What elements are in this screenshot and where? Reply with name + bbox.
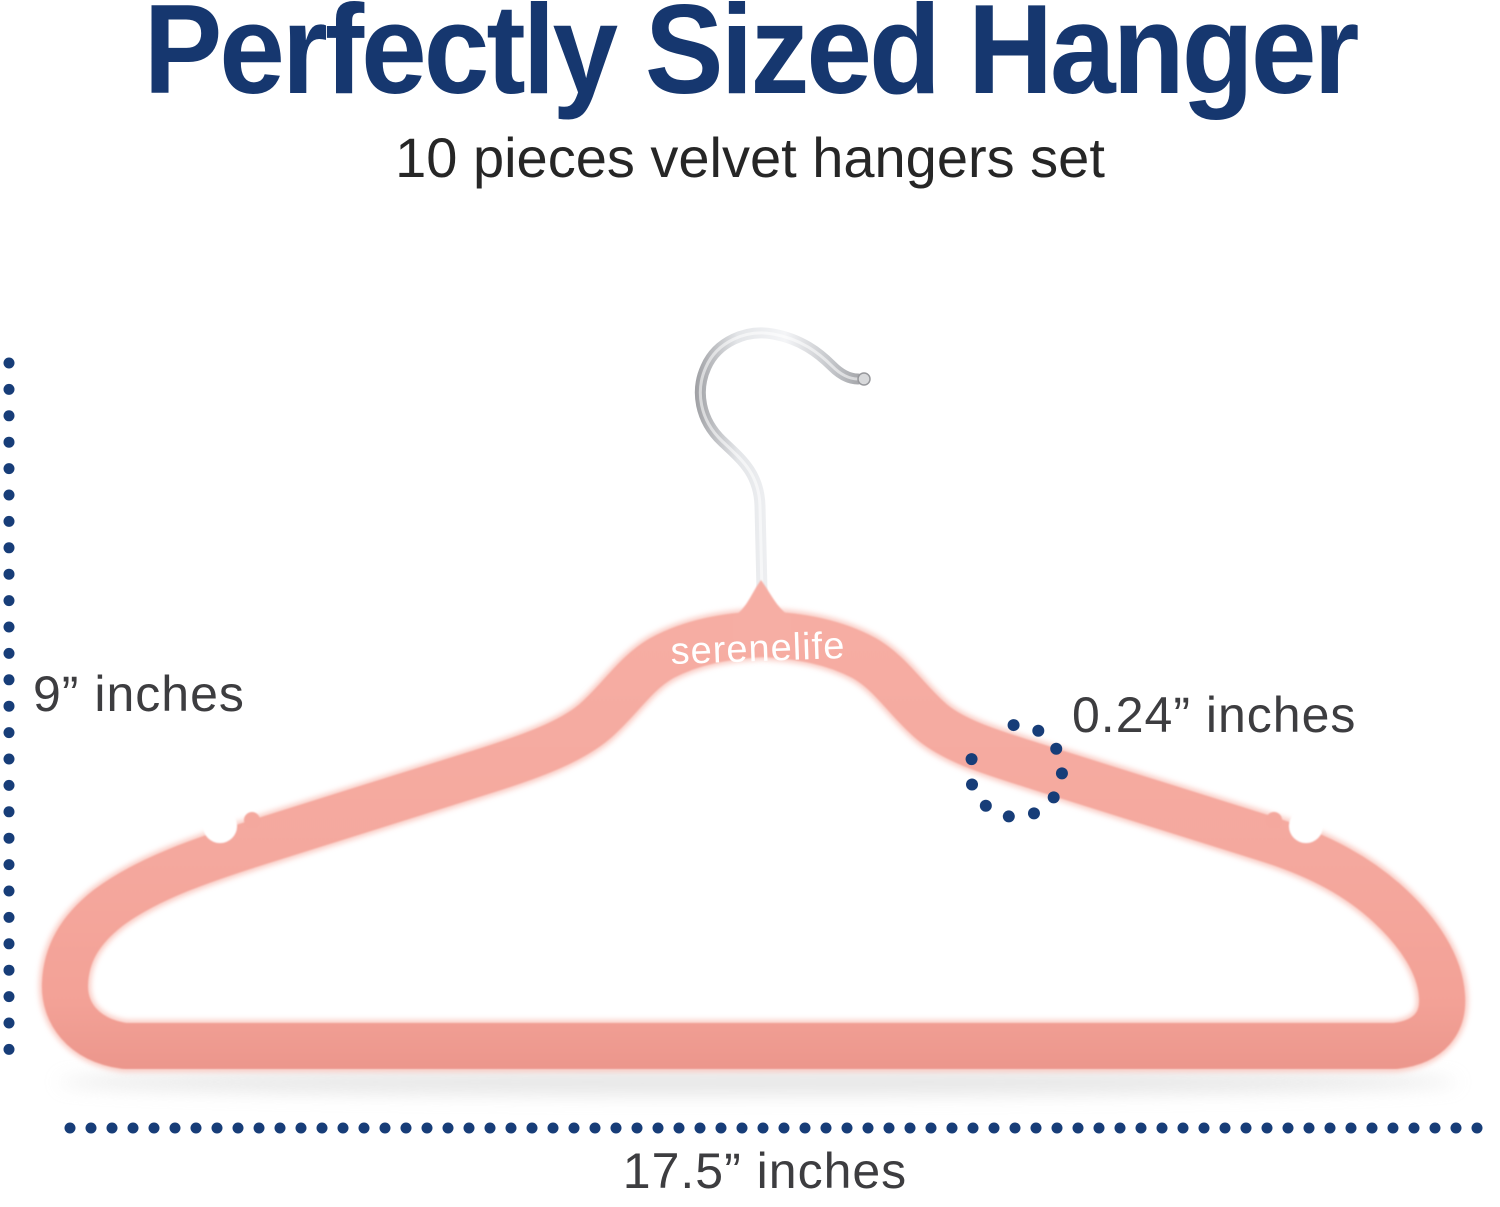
thickness-dimension-label: 0.24” inches: [1072, 687, 1357, 743]
height-dimension-label: 9” inches: [33, 666, 245, 722]
page-title: Perfectly Sized Hanger: [143, 0, 1360, 121]
brand-logo: serenelife: [670, 625, 846, 673]
hanger-shadow: [58, 1069, 1458, 1095]
subtitle: 10 pieces velvet hangers set: [395, 126, 1105, 189]
hanger-body: serenelife: [39, 580, 1469, 1072]
hanger-hook-icon: [694, 327, 871, 596]
height-dotted-line: [3, 357, 15, 1055]
width-dotted-line: [64, 1122, 1483, 1134]
thickness-dotted-circle: [965, 719, 1068, 823]
width-dimension-label: 17.5” inches: [622, 1143, 908, 1199]
